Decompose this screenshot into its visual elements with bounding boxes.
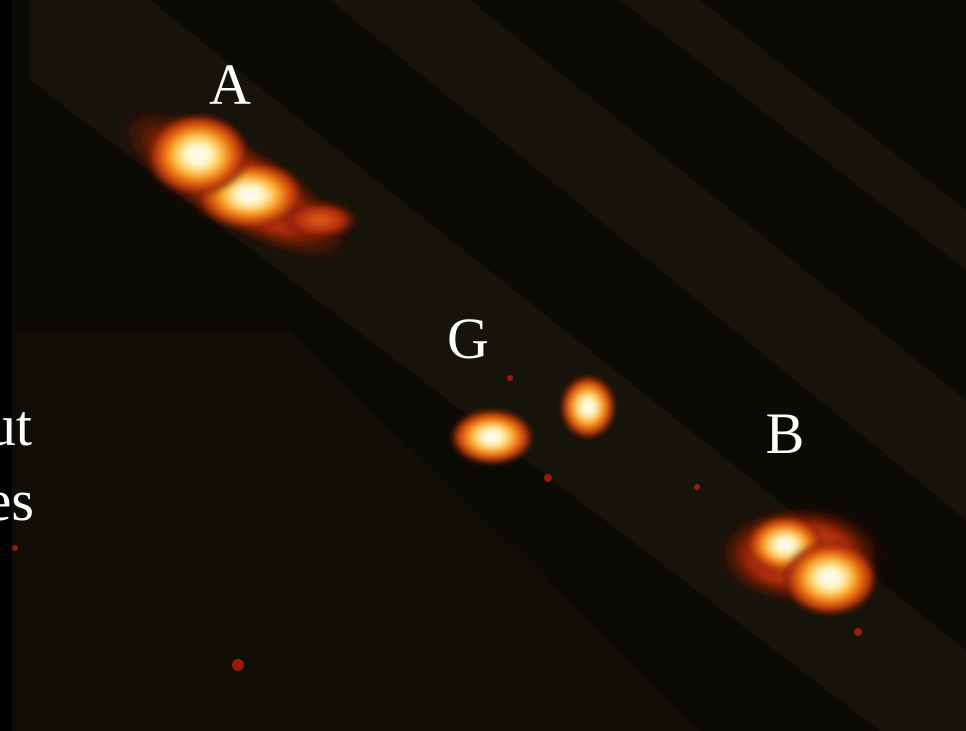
noise-specks xyxy=(12,375,862,671)
label-b: B xyxy=(766,401,805,466)
cut-text: ut xyxy=(0,393,32,458)
label-g: G xyxy=(447,306,489,371)
cut-text: es xyxy=(0,468,34,533)
quasar-image-a xyxy=(115,107,360,263)
lens-galaxy-g xyxy=(450,375,616,465)
quasar-image-b xyxy=(715,505,885,616)
label-a: A xyxy=(209,52,251,117)
left-edge xyxy=(0,0,12,731)
